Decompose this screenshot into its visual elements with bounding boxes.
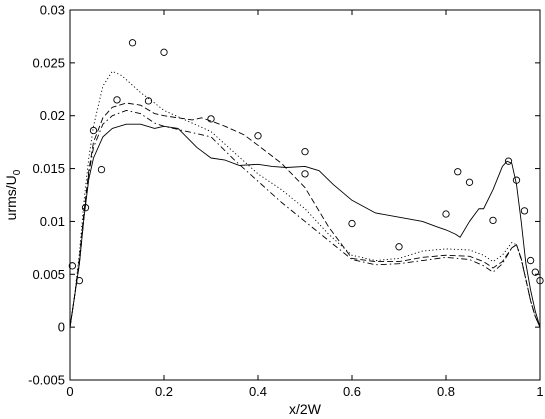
series-line-dashed — [69, 102, 541, 328]
data-point-marker — [89, 126, 98, 135]
data-point-marker — [113, 96, 121, 104]
data-point-marker — [128, 39, 137, 47]
data-point-marker — [504, 157, 513, 165]
data-point-marker — [301, 170, 309, 178]
data-point-marker — [254, 132, 262, 140]
y-tick-label: 0.005 — [32, 267, 65, 282]
x-tick-label: 0.2 — [155, 384, 173, 399]
data-point-marker — [526, 256, 535, 265]
data-point-marker — [512, 176, 521, 184]
x-tick-label: 0.4 — [249, 384, 267, 399]
plot-area-frame — [69, 9, 541, 381]
series-line-solid — [69, 123, 541, 328]
x-tick-label: 0.8 — [437, 384, 455, 399]
y-axis-label: urms/U0 — [3, 169, 23, 220]
marker-layer — [68, 39, 544, 285]
series-layer — [69, 70, 541, 328]
y-axis-label-subscript: 0 — [12, 169, 23, 175]
x-tick-label: 0.6 — [343, 384, 361, 399]
tick-label-layer: 0 0.2 0.4 0.6 0.8 1-0.00500.0050.010.0150.020… — [28, 3, 543, 400]
data-point-marker — [207, 115, 215, 123]
data-point-marker — [144, 97, 153, 105]
data-point-marker — [442, 210, 450, 218]
data-point-marker — [301, 148, 309, 156]
data-point-marker — [160, 48, 168, 56]
data-point-marker — [520, 207, 529, 215]
y-tick-label: 0.015 — [32, 161, 65, 176]
data-point-marker — [465, 178, 474, 186]
data-point-marker — [97, 165, 106, 174]
data-point-marker — [489, 216, 497, 225]
y-tick-label: 0.025 — [32, 55, 65, 70]
y-tick-label: 0.01 — [40, 214, 65, 229]
x-axis-label: x/2W — [289, 401, 322, 417]
data-point-marker — [531, 268, 539, 276]
data-point-marker — [348, 219, 356, 228]
data-point-marker — [395, 243, 403, 251]
y-tick-label: 0 — [58, 320, 65, 335]
y-tick-label: -0.005 — [28, 373, 65, 388]
x-tick-label: 0 — [66, 384, 73, 399]
y-tick-label: 0.03 — [40, 3, 65, 18]
data-point-marker — [454, 168, 462, 176]
data-point-marker — [68, 262, 77, 270]
data-point-marker — [75, 276, 84, 285]
y-axis-label-main: urms/U — [3, 175, 19, 220]
series-line-dashdot — [69, 109, 541, 328]
data-point-marker — [81, 204, 90, 212]
y-tick-label: 0.02 — [40, 108, 65, 123]
x-tick-label: 1 — [536, 384, 543, 399]
